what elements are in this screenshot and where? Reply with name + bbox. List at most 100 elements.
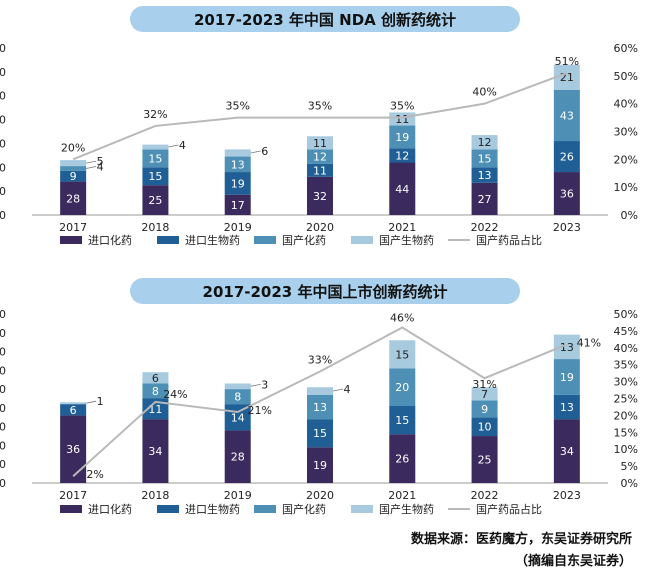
x-tick-label: 2017 xyxy=(59,221,87,234)
y2-tick-label: 25% xyxy=(614,393,638,406)
bar-segment xyxy=(60,181,87,215)
legend-swatch xyxy=(157,236,179,244)
data-label: 19 xyxy=(313,459,327,472)
y-tick-label: 120 xyxy=(0,66,6,79)
y-tick-label: 20 xyxy=(0,185,6,198)
legend-swatch xyxy=(157,505,179,513)
x-tick-label: 2022 xyxy=(471,221,499,234)
data-label: 3 xyxy=(261,378,268,391)
data-label: 19 xyxy=(560,371,574,384)
bar-segment xyxy=(60,160,87,167)
legend-label: 进口化药 xyxy=(88,502,132,516)
data-label: 10 xyxy=(478,421,492,434)
legend-swatch xyxy=(254,505,276,513)
bar-segment xyxy=(60,170,87,182)
bar-segment xyxy=(60,415,87,483)
data-label: 1 xyxy=(97,395,104,408)
x-tick-label: 2021 xyxy=(388,221,416,234)
x-tick-label: 2020 xyxy=(306,221,334,234)
y-tick-label: 100 xyxy=(0,90,6,103)
leader-line xyxy=(250,383,261,387)
data-label: 12 xyxy=(313,151,327,164)
data-label: 9 xyxy=(481,403,488,416)
data-label: 15 xyxy=(148,152,162,165)
bar-segment xyxy=(224,430,251,483)
data-label: 13 xyxy=(231,158,245,171)
bar-segment xyxy=(60,402,87,405)
line-label: 35% xyxy=(308,100,332,113)
chart1-title: 2017-2023 年中国 NDA 创新药统计 xyxy=(130,6,520,32)
bar-segment xyxy=(142,185,169,215)
y2-tick-label: 15% xyxy=(614,426,638,439)
data-label: 15 xyxy=(148,170,162,183)
bar-segment xyxy=(142,419,169,483)
y-tick-label: 90 xyxy=(0,308,6,321)
line-label: 31% xyxy=(472,378,496,391)
y2-tick-label: 20% xyxy=(614,409,638,422)
bar-segment xyxy=(471,400,498,418)
y-tick-label: 30 xyxy=(0,421,6,434)
chart1-svg: 0 20 40 60 80 100 120 140 0% 10% 20% 30% 40% 50% 60% 28… xyxy=(0,42,638,247)
y-tick-label: 80 xyxy=(0,114,6,127)
bar-segment xyxy=(307,176,333,215)
x-tick-label: 2018 xyxy=(141,221,169,234)
legend-label: 国产药品占比 xyxy=(476,502,542,516)
data-label: 36 xyxy=(560,188,574,201)
bar-segment xyxy=(224,194,251,215)
bar-segment xyxy=(389,340,416,369)
data-label: 15 xyxy=(395,348,409,361)
data-label: 44 xyxy=(395,183,409,196)
bar-segment xyxy=(553,172,580,215)
bar-segment xyxy=(224,383,251,390)
data-label: 36 xyxy=(66,443,80,456)
legend-label: 国产药品占比 xyxy=(476,233,542,247)
bar-segment xyxy=(307,149,333,164)
legend-swatch xyxy=(60,505,82,513)
y-tick-label: 60 xyxy=(0,137,6,150)
data-label: 26 xyxy=(395,453,409,466)
y-tick-label: 60 xyxy=(0,364,6,377)
data-label: 28 xyxy=(66,192,80,205)
legend-label: 国产生物药 xyxy=(379,233,434,247)
bar-segment xyxy=(471,149,498,168)
data-label: 43 xyxy=(560,109,574,122)
data-label: 25 xyxy=(478,454,492,467)
legend-swatch xyxy=(254,236,276,244)
y-tick-label: 40 xyxy=(0,402,6,415)
legend-label: 国产化药 xyxy=(282,233,326,247)
bar-segment xyxy=(307,419,333,448)
line-label: 41% xyxy=(577,336,601,349)
data-label: 34 xyxy=(560,445,574,458)
y-tick-label: 80 xyxy=(0,327,6,340)
line-label: 2% xyxy=(86,468,103,481)
bar-segment xyxy=(553,419,580,483)
data-label: 4 xyxy=(344,383,351,396)
note-text: （摘编自东吴证券） xyxy=(514,554,632,569)
leader-line xyxy=(168,144,179,148)
legend-swatch xyxy=(60,236,82,244)
line-label: 35% xyxy=(225,100,249,113)
chart2-svg: 01020304050607080900%5%10%15%20%25%30%35… xyxy=(0,308,638,516)
y-tick-label: 50 xyxy=(0,383,6,396)
y2-tick-label: 35% xyxy=(614,359,638,372)
line-label: 20% xyxy=(61,141,85,154)
x-tick-label: 2019 xyxy=(224,221,252,234)
bar-segment xyxy=(307,447,333,483)
leader-line xyxy=(86,166,97,169)
bar-segment xyxy=(389,434,416,483)
x-tick-label: 2020 xyxy=(306,489,334,502)
x-tick-label: 2017 xyxy=(59,489,87,502)
y2-tick-label: 45% xyxy=(614,325,638,338)
y-tick-label: 40 xyxy=(0,161,6,174)
y-tick-label: 10 xyxy=(0,458,6,471)
data-label: 25 xyxy=(148,194,162,207)
data-label: 15 xyxy=(395,414,409,427)
legend-swatch xyxy=(351,505,373,513)
data-label: 13 xyxy=(313,401,327,414)
bar-segment xyxy=(471,436,498,483)
x-tick-label: 2023 xyxy=(553,489,581,502)
bar-segment xyxy=(224,172,251,195)
data-label: 13 xyxy=(560,401,574,414)
bar-segment xyxy=(224,389,251,405)
y2-tick-label: 0% xyxy=(621,477,638,490)
